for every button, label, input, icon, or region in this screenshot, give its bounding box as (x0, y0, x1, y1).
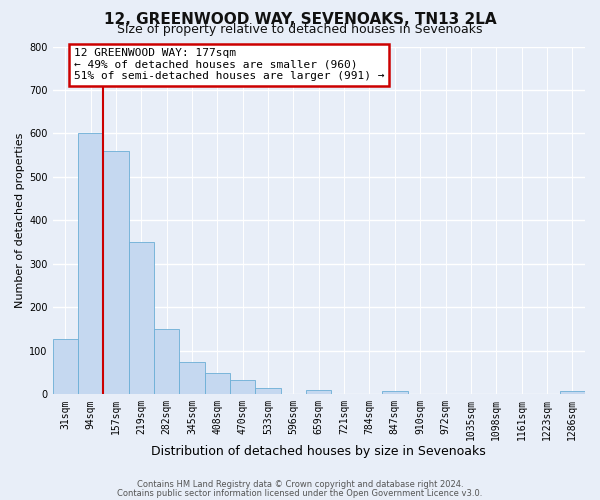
Bar (179, 362, 205, 394)
X-axis label: Distribution of detached houses by size in Sevenoaks: Distribution of detached houses by size … (151, 444, 486, 458)
Bar (382, 391, 407, 394)
Text: Contains HM Land Registry data © Crown copyright and database right 2024.: Contains HM Land Registry data © Crown c… (137, 480, 463, 489)
Y-axis label: Number of detached properties: Number of detached properties (15, 132, 25, 308)
Bar (154, 329, 179, 394)
Bar (53, 338, 78, 394)
Bar (230, 380, 256, 394)
Bar (205, 372, 230, 394)
Text: Contains public sector information licensed under the Open Government Licence v3: Contains public sector information licen… (118, 488, 482, 498)
Text: 12 GREENWOOD WAY: 177sqm
← 49% of detached houses are smaller (960)
51% of semi-: 12 GREENWOOD WAY: 177sqm ← 49% of detach… (74, 48, 385, 82)
Text: 12, GREENWOOD WAY, SEVENOAKS, TN13 2LA: 12, GREENWOOD WAY, SEVENOAKS, TN13 2LA (104, 12, 496, 28)
Bar (128, 242, 154, 394)
Bar (103, 151, 128, 394)
Bar (256, 388, 281, 394)
Bar (560, 391, 585, 394)
Bar (78, 134, 103, 394)
Text: Size of property relative to detached houses in Sevenoaks: Size of property relative to detached ho… (117, 22, 483, 36)
Bar (306, 390, 331, 394)
